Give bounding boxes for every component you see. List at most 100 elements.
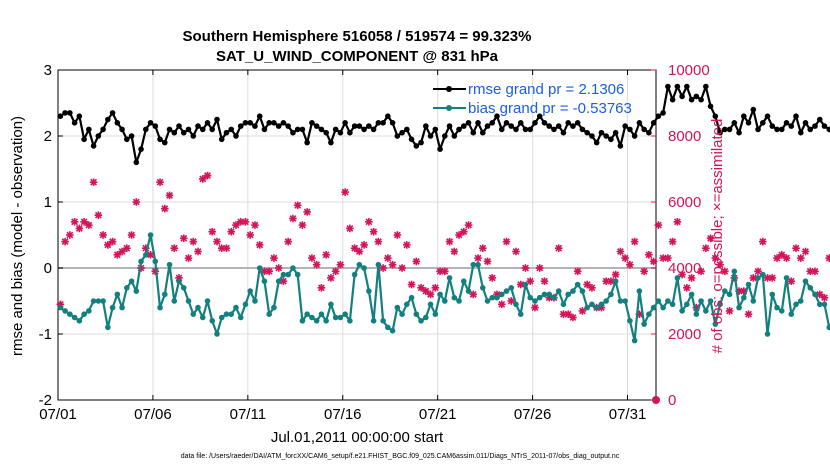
y-right-axis-label: # of obs: o=possible; ×=assimilated: [709, 119, 726, 354]
rmse-point: [299, 126, 306, 133]
rmse-point: [546, 123, 553, 129]
rmse-point: [81, 136, 87, 143]
obs-marker: [270, 254, 278, 262]
rmse-point: [105, 116, 111, 123]
obs-marker: [355, 247, 364, 256]
obs-marker: [85, 221, 93, 229]
bias-point: [124, 285, 130, 291]
obs-marker: [502, 237, 511, 246]
obs-marker-d2: [787, 277, 795, 285]
obs-marker: [393, 231, 402, 239]
bias-point: [223, 311, 230, 318]
rmse-point: [366, 123, 372, 129]
bias-point: [76, 318, 83, 324]
bias-point: [157, 304, 163, 311]
x-tick-label: 07/11: [230, 406, 266, 423]
bias-point: [741, 294, 747, 301]
y-left-tick-label: -1: [39, 326, 52, 343]
rmse-point: [180, 129, 187, 136]
rmse-point: [209, 126, 216, 133]
obs-marker-d2: [484, 257, 491, 265]
bias-point: [532, 298, 538, 304]
obs-marker-d2: [128, 231, 135, 239]
obs-marker: [744, 310, 753, 318]
obs-marker: [322, 251, 330, 259]
obs-marker: [203, 171, 212, 180]
obs-marker: [702, 244, 710, 252]
obs-marker-d2: [811, 267, 819, 275]
obs-marker: [251, 221, 259, 229]
obs-marker: [654, 221, 663, 229]
rmse-point: [603, 133, 609, 139]
bias-point: [185, 298, 192, 304]
bias-point: [90, 298, 97, 304]
obs-marker: [327, 274, 335, 282]
obs-marker-d2: [265, 267, 273, 275]
rmse-point: [589, 133, 595, 139]
obs-marker-d2: [104, 241, 112, 249]
obs-marker-d2: [351, 244, 359, 252]
obs-marker-d2: [412, 257, 420, 265]
bias-point: [442, 298, 448, 304]
bias-point: [736, 304, 742, 311]
rmse-point: [498, 126, 505, 133]
obs-marker: [758, 237, 767, 246]
obs-marker: [825, 254, 830, 262]
obs-marker-d2: [488, 274, 496, 282]
rmse-point: [185, 126, 192, 133]
rmse-point: [275, 123, 282, 129]
obs-marker: [374, 237, 383, 246]
bias-point: [342, 311, 348, 318]
bias-point: [589, 301, 595, 308]
rmse-point: [119, 126, 125, 133]
obs-marker-d2: [189, 238, 197, 246]
obs-marker: [165, 191, 174, 200]
rmse-point: [76, 113, 83, 119]
obs-marker-d2: [280, 277, 287, 285]
obs-marker-d2: [431, 284, 439, 292]
rmse-point: [128, 133, 135, 139]
y-right-tick-label: 8000: [668, 128, 701, 145]
obs-marker: [640, 267, 648, 276]
bias-point: [437, 291, 443, 298]
obs-marker-d2: [322, 251, 330, 259]
obs-marker: [526, 277, 535, 285]
obs-marker-d2: [726, 307, 733, 315]
rmse-point: [218, 136, 225, 143]
bias-point: [195, 304, 201, 311]
bias-point: [750, 298, 757, 304]
rmse-point: [788, 123, 795, 129]
obs-marker: [697, 267, 705, 276]
grid: [57, 69, 656, 401]
obs-marker-d2: [474, 254, 482, 262]
bias-point: [764, 331, 771, 337]
obs-marker: [611, 270, 620, 279]
obs-marker: [127, 231, 136, 239]
rmse-point: [764, 113, 771, 119]
bias-point: [669, 301, 676, 308]
obs-marker-d2: [754, 267, 762, 275]
rmse-point: [152, 123, 159, 129]
obs-marker-d2: [526, 277, 534, 285]
bias-point: [797, 298, 804, 304]
bias-point: [323, 318, 329, 324]
bias-point: [608, 291, 614, 298]
obs-marker: [616, 247, 625, 256]
obs-marker-d2: [384, 254, 392, 262]
bias-point: [399, 311, 405, 318]
obs-marker-d2: [531, 304, 539, 312]
rmse-point: [821, 123, 828, 129]
obs-marker-d2: [213, 238, 221, 246]
obs-marker-d2: [522, 264, 529, 272]
rmse-point: [100, 126, 106, 133]
rmse-point: [641, 126, 647, 133]
obs-marker-d2: [465, 221, 472, 229]
y-right-tick-label: 6000: [668, 194, 701, 211]
obs-marker: [474, 254, 482, 262]
rmse-point: [247, 120, 254, 126]
bias-point: [650, 304, 657, 311]
bias-point: [418, 318, 424, 324]
bias-point: [470, 261, 477, 268]
obs-marker: [189, 237, 198, 246]
obs-marker-d2: [317, 284, 325, 292]
